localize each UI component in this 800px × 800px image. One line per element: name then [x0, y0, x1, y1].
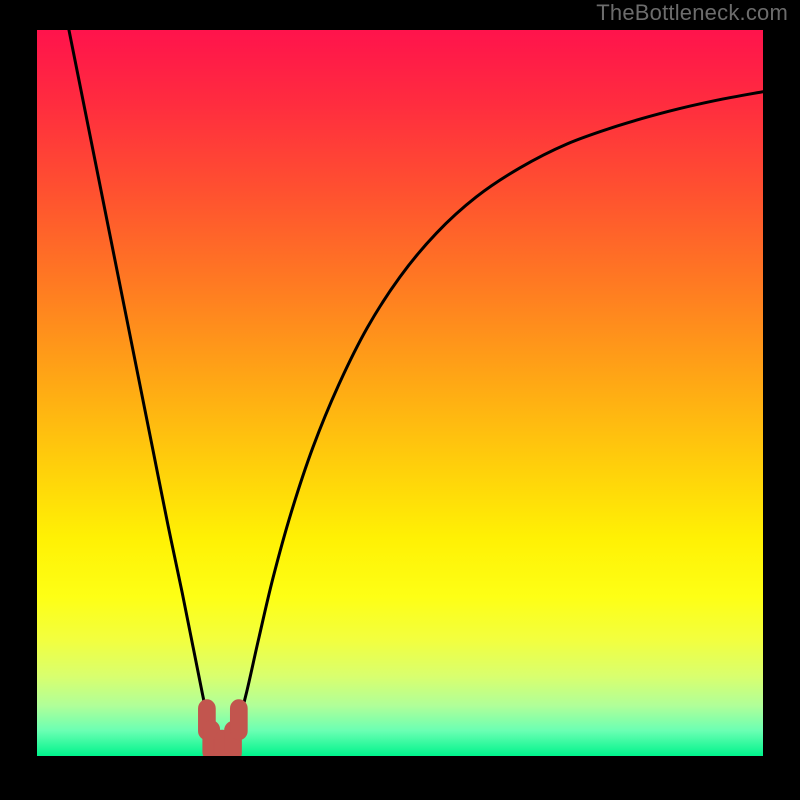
dip-marker: [230, 700, 247, 740]
chart-svg: [37, 30, 763, 756]
chart-background: [37, 30, 763, 756]
bottleneck-chart: [37, 30, 763, 756]
watermark-text: TheBottleneck.com: [596, 0, 788, 26]
stage: TheBottleneck.com: [0, 0, 800, 800]
